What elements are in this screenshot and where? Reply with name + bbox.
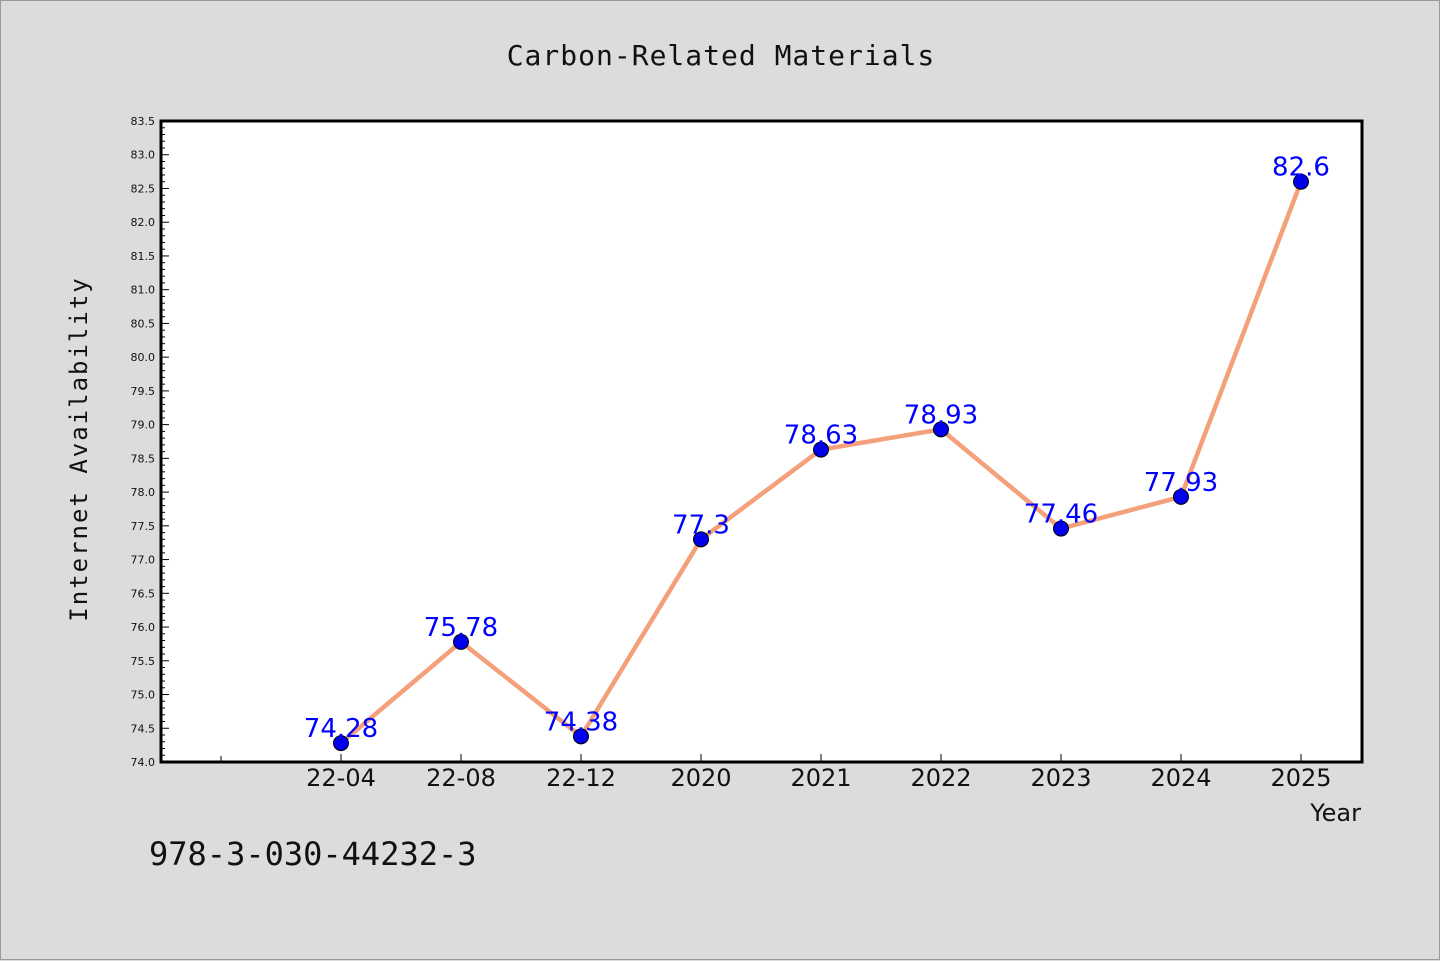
y-tick-label: 82.0 <box>131 216 156 229</box>
x-axis-label: Year <box>1309 799 1361 827</box>
y-tick-label: 77.5 <box>131 520 156 533</box>
data-point <box>693 531 709 548</box>
x-tick-label: 2023 <box>1030 764 1091 792</box>
x-axis: 22-04 22-08 22-12 2020 2021 2022 2023 2024 2025 <box>220 754 1332 792</box>
x-tick-label: 2022 <box>910 764 971 792</box>
x-tick-label: 2025 <box>1270 764 1331 792</box>
x-tick-label: 2020 <box>670 764 731 792</box>
x-tick-label: 22-04 <box>306 764 376 792</box>
plot-area <box>161 121 1362 762</box>
plot-border <box>159 119 1364 764</box>
data-label: 75.78 <box>424 613 498 643</box>
chart-title: Carbon-Related Materials <box>507 39 936 72</box>
y-tick-label: 81.5 <box>131 250 156 263</box>
y-tick-label: 80.5 <box>131 317 156 330</box>
y-tick-label: 83.0 <box>131 149 156 162</box>
data-label: 77.46 <box>1024 500 1098 530</box>
y-tick-label: 76.5 <box>131 587 156 600</box>
data-point <box>573 728 589 745</box>
data-point <box>1173 488 1189 505</box>
y-tick-label: 75.5 <box>131 655 156 668</box>
data-label: 74.28 <box>304 714 378 744</box>
data-point <box>1053 520 1069 537</box>
x-tick-label: 2021 <box>790 764 851 792</box>
y-tick-label: 79.5 <box>131 385 156 398</box>
y-tick-label: 82.5 <box>131 182 156 195</box>
y-tick-label: 76.0 <box>131 621 156 634</box>
data-point <box>933 421 949 438</box>
y-tick-label: 80.0 <box>131 351 156 364</box>
x-tick-label: 2024 <box>1150 764 1211 792</box>
y-tick-label: 75.0 <box>131 689 156 702</box>
series-markers <box>333 173 1309 752</box>
data-label: 78.63 <box>784 421 858 451</box>
isbn-text: 978-3-030-44232-3 <box>149 835 477 873</box>
data-label: 74.38 <box>544 707 618 737</box>
data-point <box>453 633 469 650</box>
data-label: 77.3 <box>672 510 730 540</box>
data-point <box>1293 173 1309 190</box>
x-tick-label: 22-08 <box>426 764 496 792</box>
x-tick-label: 22-12 <box>546 764 616 792</box>
data-point <box>333 735 349 752</box>
y-tick-label: 78.5 <box>131 452 156 465</box>
y-axis-label: Internet Availability <box>65 276 93 621</box>
data-point <box>813 441 829 458</box>
y-tick-label: 78.0 <box>131 486 156 499</box>
y-tick-label: 74.0 <box>131 756 156 769</box>
y-tick-label: 79.0 <box>131 419 156 432</box>
data-label: 82.6 <box>1272 153 1330 183</box>
y-tick-label: 81.0 <box>131 284 156 297</box>
y-tick-label: 83.5 <box>131 115 156 128</box>
data-label: 78.93 <box>904 400 978 430</box>
data-label: 77.93 <box>1144 468 1218 498</box>
y-tick-label: 77.0 <box>131 554 156 567</box>
y-tick-label: 74.5 <box>131 722 156 735</box>
data-labels: 74.28 75.78 74.38 77.3 78.63 78.93 77.46 77.93 8… <box>304 153 1330 744</box>
